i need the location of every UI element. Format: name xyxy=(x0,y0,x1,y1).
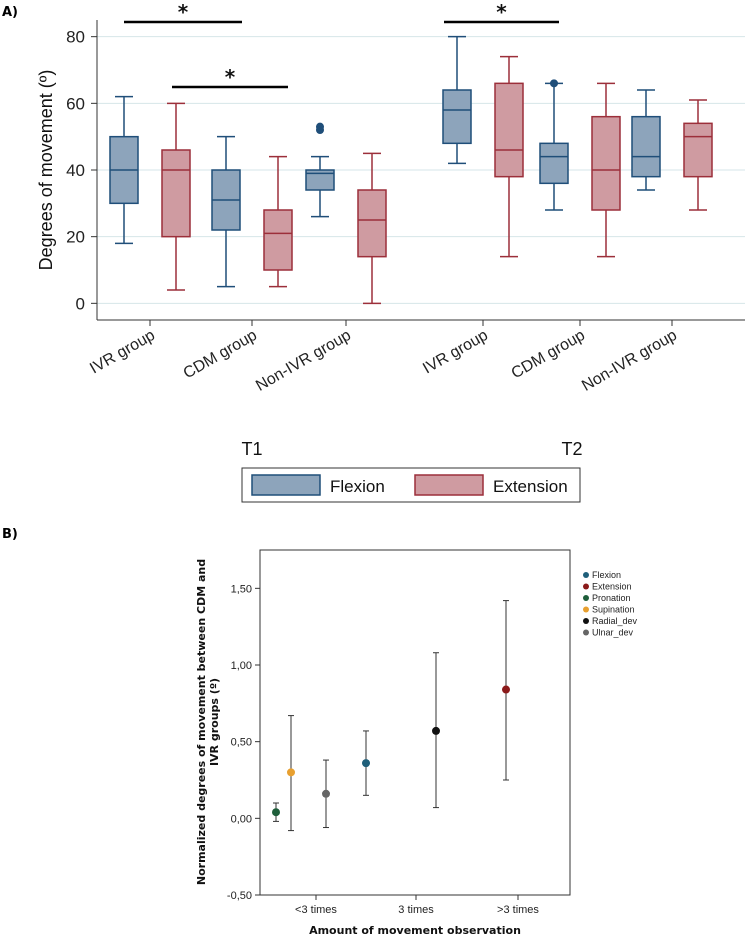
point-supination xyxy=(287,715,295,832)
y-tick-label: 60 xyxy=(66,94,85,113)
y-tick-label: 80 xyxy=(66,28,85,47)
extension-box-2 xyxy=(263,155,293,288)
legend-dot-supination xyxy=(583,606,589,613)
extension-box-3 xyxy=(357,152,387,305)
panel-a-significance: * * * xyxy=(124,0,559,89)
y-tick-label: 0 xyxy=(76,294,85,313)
flexion-box-4 xyxy=(442,35,472,165)
panel-a-label: A) xyxy=(2,5,18,20)
x-category-label: <3 times xyxy=(295,904,337,916)
panel-b-axes: -0,50 0,00 0,50 1,00 1,50 <3 times 3 times >3 t… xyxy=(195,559,539,937)
box-iqr xyxy=(539,142,569,185)
mean-dot xyxy=(432,726,440,735)
y-tick-label: 1,50 xyxy=(231,583,252,595)
flexion-box-2 xyxy=(211,135,241,288)
time-point-label: T1 xyxy=(241,439,262,459)
y-tick-label: 0,00 xyxy=(231,813,252,825)
mean-dot xyxy=(272,808,280,817)
legend-label-radial_dev: Radial_dev xyxy=(592,616,638,626)
legend-dot-radial_dev xyxy=(583,618,589,624)
box-iqr xyxy=(305,169,335,191)
box-iqr xyxy=(263,209,293,271)
y-axis-title: Degrees of movement (º) xyxy=(36,70,56,271)
y-tick-label: 40 xyxy=(66,161,85,180)
flexion-box-1 xyxy=(109,95,139,245)
significance-star: * xyxy=(225,65,236,89)
y-tick-label: 20 xyxy=(66,228,85,247)
legend-label-pronation: Pronation xyxy=(592,593,631,603)
y-tick-label: 0,50 xyxy=(231,737,252,749)
panel-a-boxes xyxy=(109,35,713,305)
box-iqr xyxy=(591,115,621,211)
significance-star: * xyxy=(496,0,507,24)
legend-dot-pronation xyxy=(583,595,589,601)
legend-label-extension: Extension xyxy=(493,477,568,496)
x-category-label: Non-IVR group xyxy=(253,327,354,395)
flexion-box-5 xyxy=(539,79,569,211)
extension-box-6 xyxy=(683,99,713,211)
box-iqr xyxy=(357,189,387,258)
legend-label-flexion: Flexion xyxy=(592,570,621,580)
flexion-box-6 xyxy=(631,89,661,191)
y-tick-label: -0,50 xyxy=(227,890,252,902)
y-axis-title-line: Normalized degrees of movement between C… xyxy=(195,559,208,885)
point-radial_dev xyxy=(432,652,440,809)
box-iqr xyxy=(442,89,472,145)
box-iqr xyxy=(683,122,713,178)
legend-label-supination: Supination xyxy=(592,605,635,615)
mean-dot xyxy=(287,768,295,777)
mean-dot xyxy=(502,685,510,694)
y-axis-title: Normalized degrees of movement between C… xyxy=(195,559,221,885)
legend-label-ulnar_dev: Ulnar_dev xyxy=(592,628,634,638)
legend-dot-extension xyxy=(583,583,589,590)
legend-swatch-extension xyxy=(414,474,484,496)
x-category-label: Non-IVR group xyxy=(579,327,680,395)
x-category-label: IVR group xyxy=(420,327,491,378)
legend-label-extension: Extension xyxy=(592,582,632,592)
mean-dot xyxy=(362,759,370,768)
legend-label-flexion: Flexion xyxy=(330,477,385,496)
panel-b: B) -0,50 0,00 0,50 1,00 1,50 <3 times 3 times >… xyxy=(2,527,638,937)
extension-box-5 xyxy=(591,82,621,258)
significance-star: * xyxy=(178,0,189,24)
point-extension xyxy=(502,600,510,781)
panel-a-legend: Flexion Extension xyxy=(241,467,581,503)
panel-b-points xyxy=(272,600,510,832)
legend-swatch-flexion xyxy=(251,474,321,496)
y-tick-label: 1,00 xyxy=(231,660,252,672)
box-iqr xyxy=(494,82,524,178)
y-axis-title-line: IVR groups (º) xyxy=(208,678,221,766)
outlier-point xyxy=(550,79,558,88)
panel-b-plot-frame xyxy=(259,549,571,896)
x-category-label: CDM group xyxy=(509,327,588,383)
extension-box-1 xyxy=(161,102,191,291)
legend-dot-ulnar_dev xyxy=(583,629,589,636)
legend-dot-flexion xyxy=(583,572,589,578)
point-ulnar_dev xyxy=(322,759,330,829)
panel-b-label: B) xyxy=(2,527,18,542)
x-axis-title: Amount of movement observation xyxy=(309,924,521,937)
time-point-label: T2 xyxy=(561,439,582,459)
flexion-box-3 xyxy=(305,122,335,218)
x-category-label: CDM group xyxy=(181,327,260,383)
panel-a-gridlines xyxy=(97,36,745,304)
x-category-label: IVR group xyxy=(87,327,158,378)
box-iqr xyxy=(631,115,661,178)
point-pronation xyxy=(272,802,280,822)
point-flexion xyxy=(362,730,370,796)
mean-dot xyxy=(322,789,330,798)
x-category-label: >3 times xyxy=(497,904,539,916)
x-category-label: 3 times xyxy=(398,904,434,916)
extension-box-4 xyxy=(494,55,524,258)
box-iqr xyxy=(161,149,191,238)
outlier-point xyxy=(316,122,324,131)
